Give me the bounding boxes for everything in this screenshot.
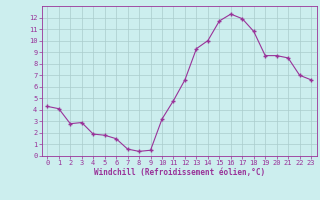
X-axis label: Windchill (Refroidissement éolien,°C): Windchill (Refroidissement éolien,°C) [94, 168, 265, 177]
